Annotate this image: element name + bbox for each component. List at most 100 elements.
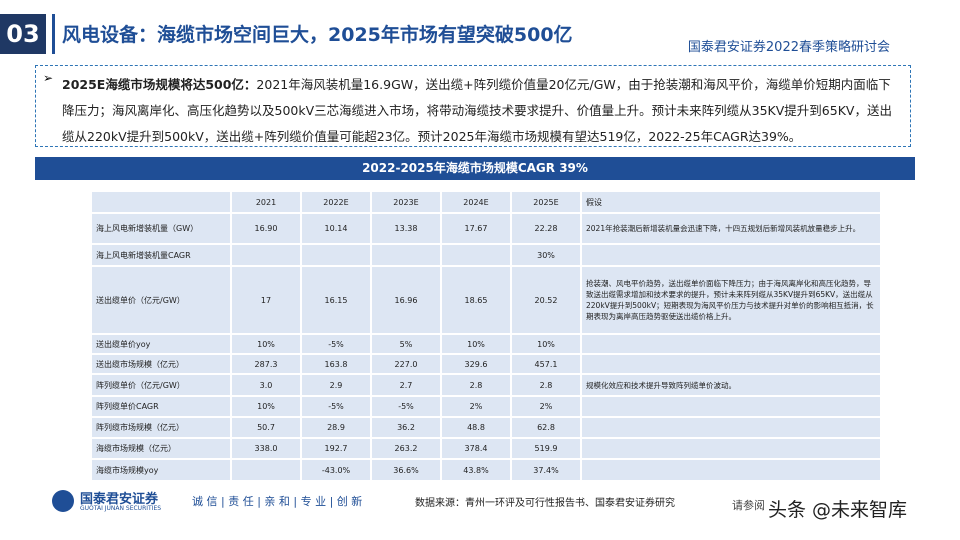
assumption [580, 333, 882, 355]
source: 数据来源：青州一环评及可行性报告书、国泰君安证券研究 [415, 498, 675, 509]
table-row: 阵列缆单价（亿元/GW） 3.0 2.9 2.7 2.8 2.8 规模化效应和技术提升导致阵… [90, 373, 882, 397]
bullet-lead: 2025E海缆市场规模将达500亿： [62, 77, 257, 92]
bullet-text: 2021年海风装机量16.9GW，送出缆+阵列缆价值量20亿元/GW，由于抢装潮… [62, 77, 892, 144]
cell: -5% [370, 395, 442, 418]
event-name: 国泰君安证券2022春季策略研讨会 [687, 40, 890, 55]
cell: 2.7 [370, 373, 442, 397]
watermark: 头条 @未来智库 [768, 499, 908, 521]
cell: 3.0 [230, 373, 302, 397]
assumption [580, 437, 882, 460]
assumption [580, 353, 882, 375]
title: 风电设备：海缆市场空间巨大，2025年市场有望突破500亿 [62, 24, 573, 46]
table-row: 海缆市场规模yoy -43.0% 36.6% 43.8% 37.4% [90, 458, 882, 482]
cell: 30% [510, 243, 582, 267]
cell: 18.65 [440, 265, 512, 335]
cell: 43.8% [440, 458, 512, 482]
row-label: 阵列缆单价CAGR [90, 395, 232, 418]
company-en: GUOTAI JUNAN SECURITIES [80, 505, 162, 512]
cell: 287.3 [230, 353, 302, 375]
table-title: 2022-2025年海缆市场规模CAGR 39% [35, 157, 915, 180]
cell: -5% [300, 395, 372, 418]
cell: 20.52 [510, 265, 582, 335]
cell [440, 243, 512, 267]
cell: 17.67 [440, 212, 512, 245]
cell [370, 243, 442, 267]
bullet-icon: ➢ [43, 71, 54, 85]
cell: 2022E [300, 190, 372, 214]
assumption [580, 458, 882, 482]
table-row: 送出缆单价（亿元/GW） 17 16.15 16.96 18.65 20.52 抢装潮、风电… [90, 265, 882, 335]
footer: 国泰君安证券 GUOTAI JUNAN SECURITIES 诚 信 | 责 任… [0, 485, 960, 521]
cell: 227.0 [370, 353, 442, 375]
cell [230, 458, 302, 482]
cell: 2023E [370, 190, 442, 214]
cell: 2% [440, 395, 512, 418]
bullet-box: 2025E海缆市场规模将达500亿：2021年海风装机量16.9GW，送出缆+阵… [35, 65, 911, 147]
cell: 10.14 [300, 212, 372, 245]
data-table: 2021 2022E 2023E 2024E 2025E 假设 海上风电新增装机量（GW） 1… [90, 190, 882, 482]
cell: 48.8 [440, 416, 512, 439]
table-row: 阵列缆市场规模（亿元） 50.7 28.9 36.2 48.8 62.8 [90, 416, 882, 439]
assumption [580, 416, 882, 439]
cell: 16.15 [300, 265, 372, 335]
cell: 62.8 [510, 416, 582, 439]
assumption: 2021年抢装潮后新增装机量会迅速下降，十四五规划后新增风装机放量稳步上升。 [580, 212, 882, 245]
header-row: 2021 2022E 2023E 2024E 2025E 假设 [90, 190, 882, 214]
table-row: 海上风电新增装机量CAGR 30% [90, 243, 882, 267]
section-number: 03 [0, 14, 46, 54]
row-label [90, 190, 232, 214]
cell: 2.9 [300, 373, 372, 397]
row-label: 送出缆单价（亿元/GW） [90, 265, 232, 335]
cell: 36.2 [370, 416, 442, 439]
row-label: 海上风电新增装机量（GW） [90, 212, 232, 245]
cell: 378.4 [440, 437, 512, 460]
cell: 13.38 [370, 212, 442, 245]
cell [300, 243, 372, 267]
assumption: 规模化效应和技术提升导致阵列缆单价波动。 [580, 373, 882, 397]
cell: 16.90 [230, 212, 302, 245]
cell: 10% [440, 333, 512, 355]
cell: 457.1 [510, 353, 582, 375]
cell [230, 243, 302, 267]
cell: 36.6% [370, 458, 442, 482]
cell: 2.8 [440, 373, 512, 397]
cell: 163.8 [300, 353, 372, 375]
table-row: 海缆市场规模（亿元） 338.0 192.7 263.2 378.4 519.9 [90, 437, 882, 460]
title-bar [52, 14, 55, 54]
row-label: 海缆市场规模yoy [90, 458, 232, 482]
cell: 10% [230, 333, 302, 355]
disclaimer: 请参阅 [732, 499, 765, 512]
cell: 2024E [440, 190, 512, 214]
cell: 2.8 [510, 373, 582, 397]
company: 国泰君安证券 [80, 492, 159, 507]
logo [52, 490, 74, 512]
cell: -5% [300, 333, 372, 355]
cell: 263.2 [370, 437, 442, 460]
row-label: 送出缆单价yoy [90, 333, 232, 355]
row-label: 阵列缆单价（亿元/GW） [90, 373, 232, 397]
cell: 22.28 [510, 212, 582, 245]
cell: -43.0% [300, 458, 372, 482]
cell: 28.9 [300, 416, 372, 439]
cell: 5% [370, 333, 442, 355]
row-label: 送出缆市场规模（亿元） [90, 353, 232, 375]
row-label: 海缆市场规模（亿元） [90, 437, 232, 460]
cell: 50.7 [230, 416, 302, 439]
assumption [580, 395, 882, 418]
row-label: 阵列缆市场规模（亿元） [90, 416, 232, 439]
cell: 2021 [230, 190, 302, 214]
cell: 519.9 [510, 437, 582, 460]
assumption: 假设 [580, 190, 882, 214]
cell: 10% [510, 333, 582, 355]
cell: 338.0 [230, 437, 302, 460]
assumption [580, 243, 882, 267]
cell: 192.7 [300, 437, 372, 460]
assumption: 抢装潮、风电平价趋势，送出缆单价面临下降压力；由于海风离岸化和高压化趋势，导致送… [580, 265, 882, 335]
table-row: 送出缆市场规模（亿元） 287.3 163.8 227.0 329.6 457.1 [90, 353, 882, 375]
cell: 37.4% [510, 458, 582, 482]
cell: 2% [510, 395, 582, 418]
cell: 16.96 [370, 265, 442, 335]
cell: 329.6 [440, 353, 512, 375]
row-label: 海上风电新增装机量CAGR [90, 243, 232, 267]
